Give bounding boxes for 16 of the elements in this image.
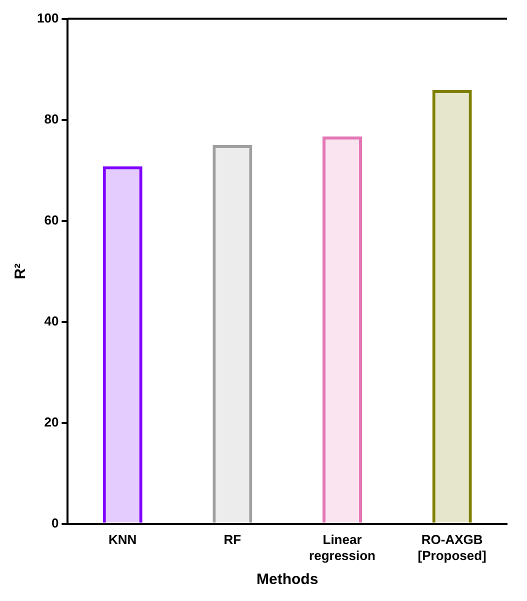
y-tick-label: 40 [44,313,59,328]
bar [102,166,142,523]
x-axis-title: Methods [256,571,318,588]
y-tick-label: 0 [51,515,59,530]
x-tick-label: KNN [108,532,137,548]
bar [212,145,252,523]
x-tick-label: RF [224,532,242,548]
y-tick-label: 80 [44,111,59,126]
x-tick-label: Linear regression [309,532,376,563]
bar [432,90,472,523]
y-axis-title: R² [12,263,30,280]
x-tick-label: RO-AXGB [Proposed] [418,532,486,563]
y-tick-label: 60 [44,212,59,228]
bar [322,136,362,523]
y-tick-label: 20 [44,414,59,430]
y-tick-label: 100 [36,10,59,26]
